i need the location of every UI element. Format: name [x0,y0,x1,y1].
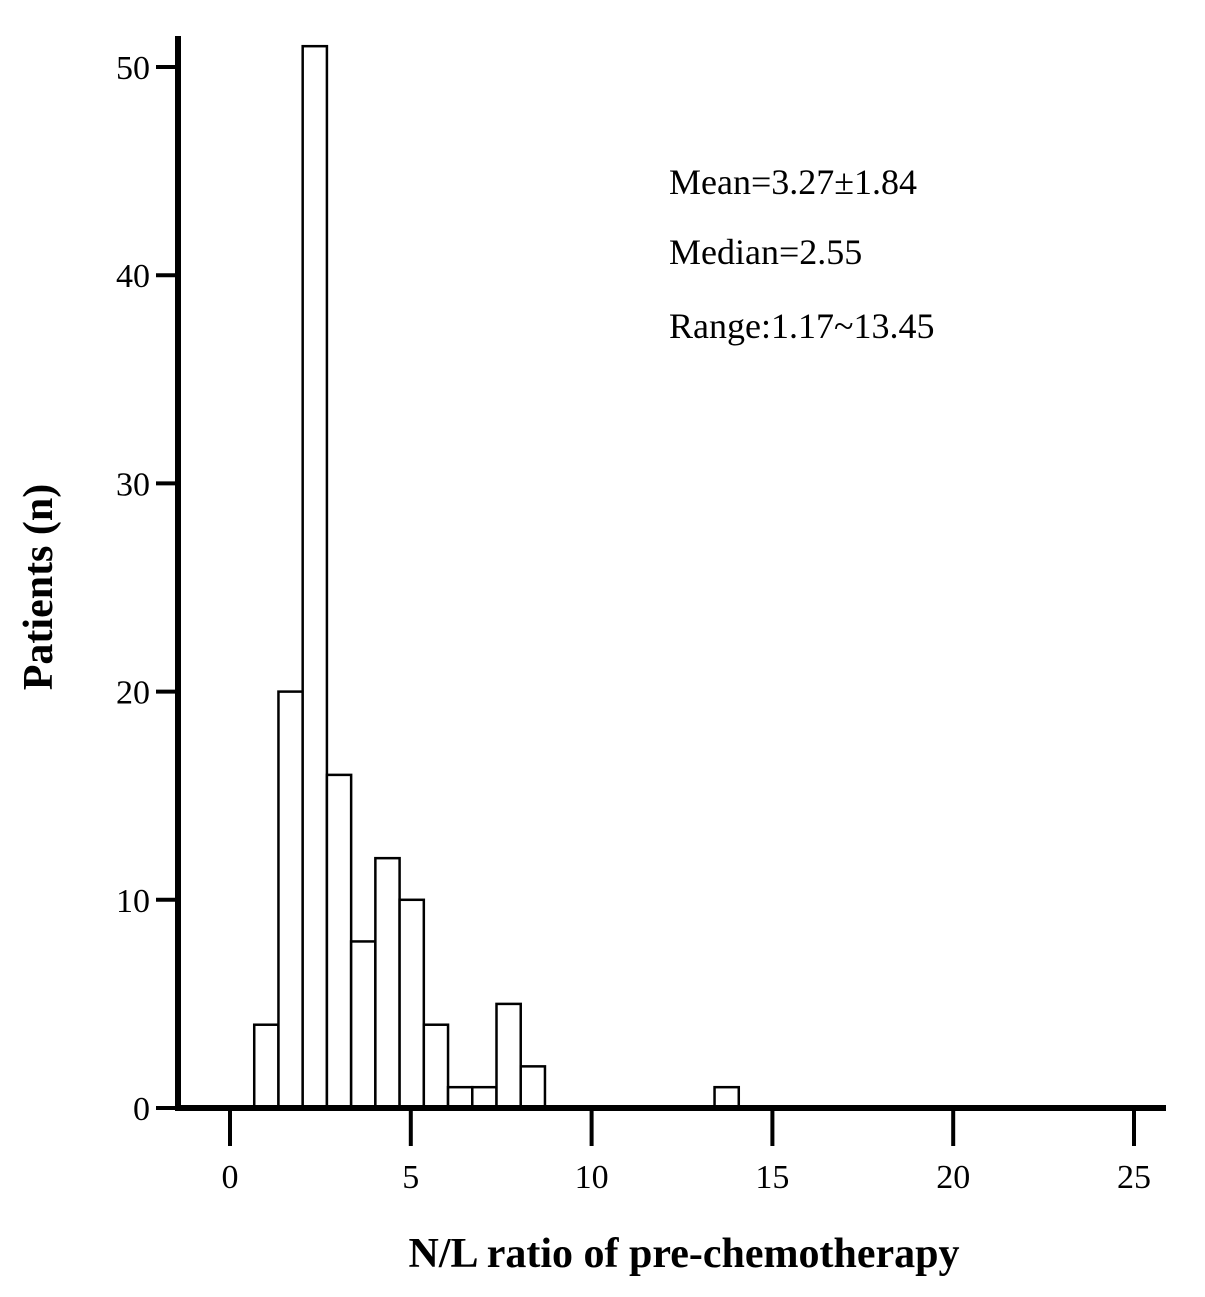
x-tick-label: 20 [936,1159,970,1196]
y-tick-label: 10 [116,883,150,920]
stats-annotation: Range:1.17~13.45 [669,306,934,346]
y-tick-label: 20 [116,675,150,712]
histogram-bar [446,1085,474,1110]
annotations-group: Mean=3.27±1.84 Median=2.55 Range:1.17~13.4… [669,162,934,346]
y-axis-title: Patients (n) [16,484,62,690]
histogram-bar [422,1023,450,1110]
histogram-bar [301,44,329,1110]
histogram-bar [325,773,353,1110]
x-tick-label: 0 [222,1159,239,1196]
x-tick-label: 25 [1117,1159,1151,1196]
histogram-bar [713,1085,741,1110]
stats-annotation: Median=2.55 [669,232,862,272]
x-ticks-group: 0 5 10 15 20 25 [222,1108,1151,1196]
histogram-bar [277,690,304,1110]
y-tick-label: 40 [116,258,150,295]
histogram-bar [398,898,426,1110]
y-ticks-group: 0 10 20 30 40 50 [116,50,178,1128]
histogram-bar [471,1085,498,1110]
x-axis-title: N/L ratio of pre-chemotherapy [409,1231,960,1277]
histogram-bar [495,1002,522,1110]
bars-group [252,44,741,1110]
x-tick-label: 5 [402,1159,419,1196]
histogram-bar [374,856,401,1110]
x-tick-label: 15 [755,1159,789,1196]
histogram-bar [519,1065,547,1110]
y-tick-label: 30 [116,466,150,503]
y-tick-label: 50 [116,50,150,87]
x-tick-label: 10 [575,1159,609,1196]
histogram-bar [252,1023,280,1110]
y-tick-label: 0 [133,1091,150,1128]
histogram-bar [349,940,377,1110]
stats-annotation: Mean=3.27±1.84 [669,162,917,202]
